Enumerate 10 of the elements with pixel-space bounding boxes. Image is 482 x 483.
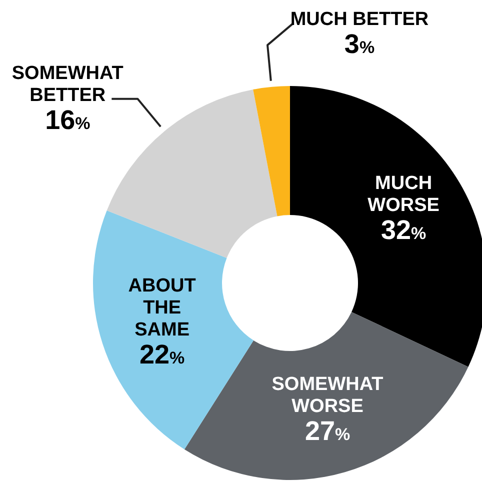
slice-label: SOMEWHAT WORSE	[272, 374, 384, 418]
slice-label: SOMEWHAT BETTER	[12, 62, 124, 106]
slice-label: ABOUT THE SAME	[128, 276, 196, 341]
data-label: 27%	[304, 416, 350, 446]
data-label: 16%	[45, 104, 90, 135]
slice-label: MUCH WORSE	[368, 172, 440, 216]
data-label: 32%	[380, 214, 426, 245]
data-label: 3%	[344, 29, 375, 60]
slice-label: MUCH BETTER	[290, 9, 429, 30]
data-label: 22%	[139, 340, 185, 370]
